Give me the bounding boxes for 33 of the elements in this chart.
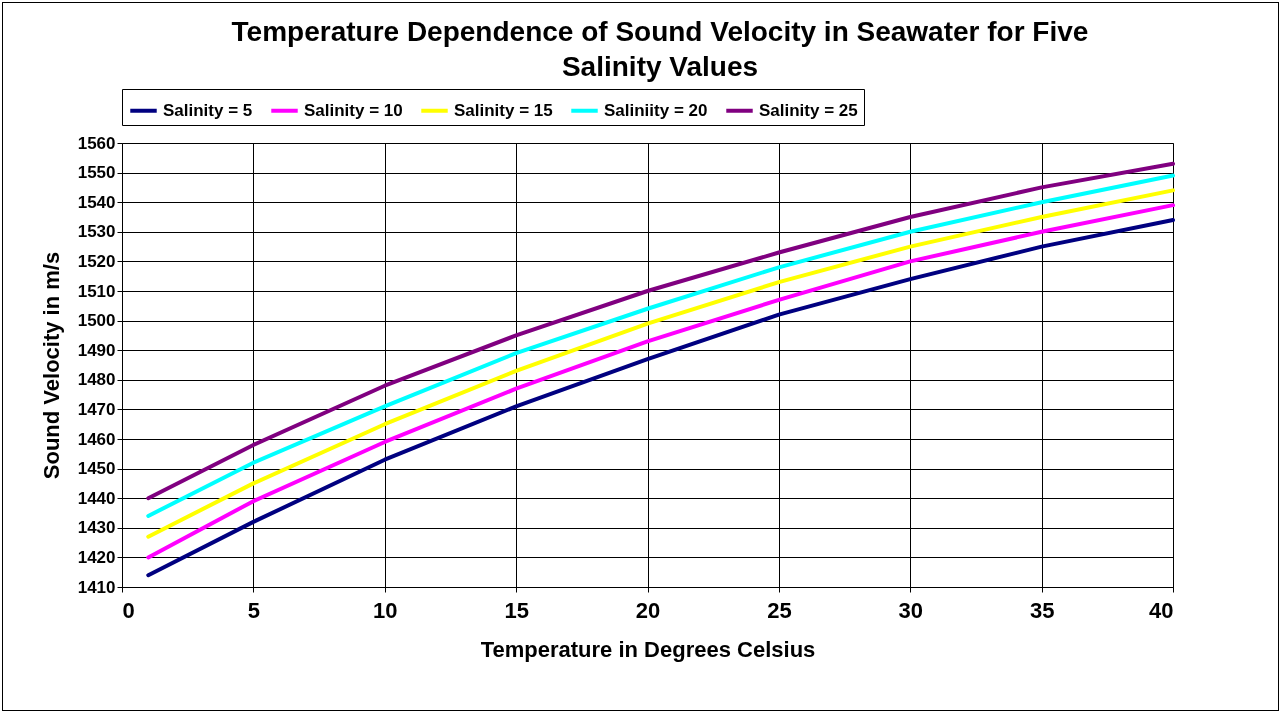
legend-label: Salinity = 5 <box>163 100 253 120</box>
x-tick-label: 25 <box>767 597 792 623</box>
x-axis-title: Temperature in Degrees Celsius <box>480 636 816 662</box>
y-tick-label: 1440 <box>77 488 116 508</box>
y-tick-label: 1480 <box>77 370 116 390</box>
y-tick-label: 1430 <box>77 518 116 538</box>
legend-label: Saliniity = 20 <box>604 100 708 120</box>
y-tick-label: 1410 <box>77 577 116 597</box>
x-tick-label: 40 <box>1149 597 1174 623</box>
y-tick-label: 1450 <box>77 459 116 479</box>
x-tick-label: 5 <box>247 597 260 623</box>
y-tick-label: 1550 <box>77 163 116 183</box>
y-tick-label: 1500 <box>77 311 116 331</box>
x-tick-label: 15 <box>504 597 529 623</box>
legend-label: Salinity = 10 <box>304 100 403 120</box>
y-tick-label: 1560 <box>77 133 116 153</box>
y-tick-label: 1540 <box>77 192 116 212</box>
x-tick-label: 0 <box>122 597 135 623</box>
y-tick-label: 1520 <box>77 251 116 271</box>
y-axis-title: Sound Velocity in m/s <box>38 251 64 480</box>
x-tick-label: 20 <box>635 597 661 623</box>
chart-title: Temperature Dependence of Sound Velocity in Seawater for Five Salinity Values <box>230 15 1090 84</box>
y-tick-label: 1510 <box>77 281 116 301</box>
legend-label: Salinity = 15 <box>454 100 553 120</box>
legend-label: Salinity = 25 <box>759 100 858 120</box>
y-tick-label: 1420 <box>77 547 116 567</box>
y-tick-label: 1530 <box>77 222 116 242</box>
x-tick-label: 10 <box>373 597 398 623</box>
x-tick-label: 30 <box>898 597 923 623</box>
y-tick-label: 1470 <box>77 399 116 419</box>
x-tick-label: 35 <box>1029 597 1055 623</box>
y-tick-label: 1490 <box>77 340 116 360</box>
y-tick-label: 1460 <box>77 429 116 449</box>
